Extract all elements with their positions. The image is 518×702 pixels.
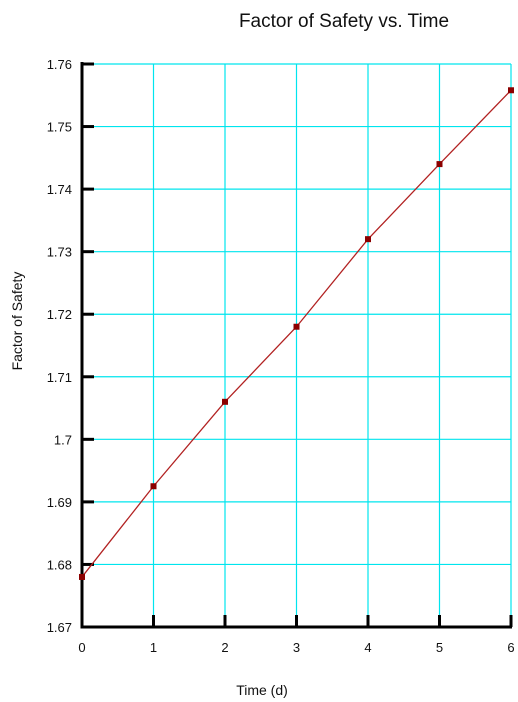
x-tick-label-5: 5 <box>436 640 443 655</box>
x-tick-label-1: 1 <box>150 640 157 655</box>
data-point-4 <box>365 236 371 243</box>
ticks: 0 1 2 3 4 5 6 1.67 1.68 1.69 1.7 1.71 1.72 1.73 1.74 1.… <box>47 57 515 655</box>
x-axis-label: Time (d) <box>236 682 288 698</box>
x-tick-label-6: 6 <box>507 640 514 655</box>
y-tick-label-6: 1.73 <box>47 245 72 260</box>
data-point-3 <box>293 323 300 330</box>
y-tick-label-5: 1.72 <box>47 307 72 322</box>
y-tick-label-7: 1.74 <box>47 182 72 197</box>
data-point-5 <box>436 161 443 168</box>
y-tick-label-3: 1.7 <box>54 432 72 447</box>
data-point-0 <box>79 573 85 580</box>
y-tick-label-1: 1.68 <box>47 557 72 572</box>
series <box>79 87 514 580</box>
x-tick-label-4: 4 <box>364 640 371 655</box>
y-axis-label: Factor of Safety <box>9 272 25 371</box>
y-tick-label-0: 1.67 <box>47 620 72 635</box>
y-tick-label-9: 1.76 <box>47 57 72 72</box>
x-tick-label-2: 2 <box>221 640 228 655</box>
y-tick-label-4: 1.71 <box>47 370 72 385</box>
x-tick-label-3: 3 <box>293 640 300 655</box>
chart-title: Factor of Safety vs. Time <box>239 11 449 32</box>
y-tick-label-8: 1.75 <box>47 120 72 135</box>
grid <box>81 63 512 628</box>
data-point-1 <box>150 483 157 490</box>
x-tick-label-0: 0 <box>78 640 85 655</box>
data-point-6 <box>508 87 514 94</box>
data-point-2 <box>222 398 228 405</box>
y-tick-label-2: 1.69 <box>47 495 72 510</box>
